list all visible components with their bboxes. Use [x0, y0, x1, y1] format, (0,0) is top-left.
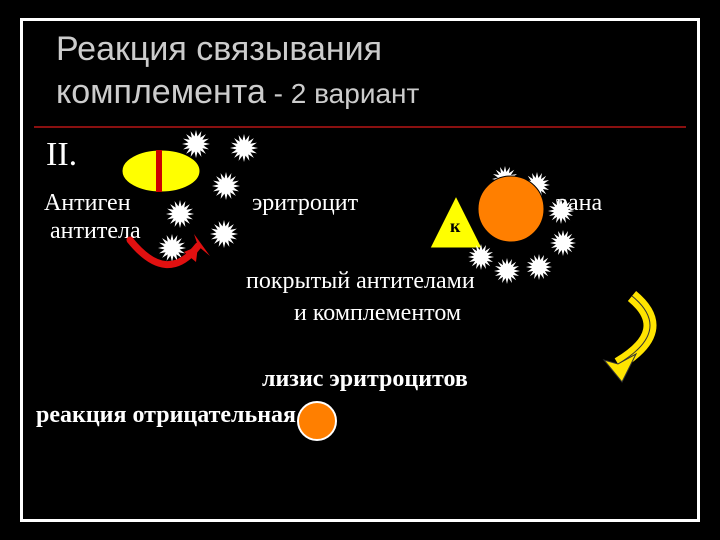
label-and-complement: и комплементом [294, 300, 461, 327]
label-erythrocyte: эритроцит [252, 190, 358, 217]
title-line1: Реакция связывания [56, 28, 419, 71]
label-barana: рана [556, 190, 602, 217]
slide: Реакция связывания комплемента - 2 вариа… [0, 0, 720, 540]
label-negative: реакция отрицательная [36, 402, 296, 429]
title-suffix: - 2 вариант [266, 78, 419, 109]
label-antigen: Антиген [44, 190, 131, 217]
divider [34, 126, 686, 128]
title-line2: комплемента - 2 вариант [56, 71, 419, 114]
label-covered: покрытый антителами [246, 268, 475, 295]
label-roman: ІІ. [46, 136, 77, 174]
label-k: к [450, 216, 460, 237]
label-lysis: лизис эритроцитов [262, 366, 468, 393]
title-line2-main: комплемента [56, 73, 266, 111]
label-antibody: антитела [50, 218, 141, 245]
title-line1-text: Реакция связывания [56, 30, 382, 68]
slide-title: Реакция связывания комплемента - 2 вариа… [56, 28, 419, 113]
